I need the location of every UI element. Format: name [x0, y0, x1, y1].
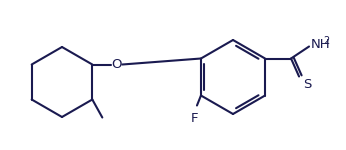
Text: NH: NH: [311, 38, 331, 51]
Text: 2: 2: [323, 36, 329, 46]
Text: S: S: [303, 78, 311, 92]
Text: F: F: [191, 111, 199, 124]
Text: O: O: [111, 58, 121, 71]
